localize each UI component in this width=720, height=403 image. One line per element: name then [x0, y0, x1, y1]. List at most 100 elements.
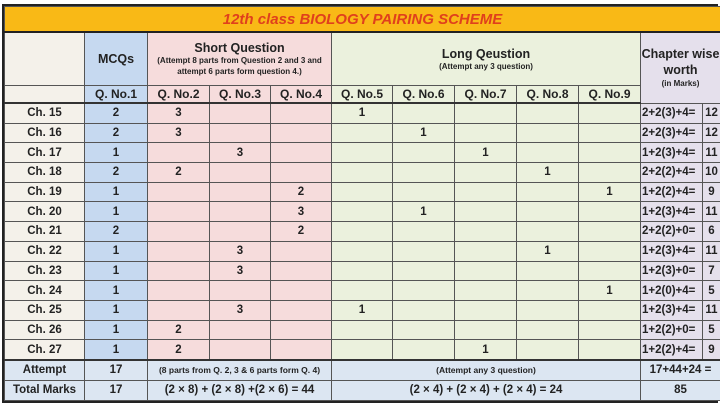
- question-cell: [517, 261, 579, 281]
- question-cell: [393, 261, 455, 281]
- question-cell: [332, 241, 393, 261]
- question-cell: [393, 340, 455, 360]
- total_marks-row: Total Marks 17 (2 × 8) + (2 × 8) +(2 × 6…: [5, 380, 720, 400]
- question-cell: [210, 103, 271, 123]
- question-cell: [393, 143, 455, 163]
- worth-total: 7: [703, 261, 720, 281]
- question-cell: 2: [148, 340, 210, 360]
- question-header-2: Q. No.2: [148, 86, 210, 104]
- question-header-7: Q. No.7: [455, 86, 517, 104]
- question-cell: [210, 123, 271, 143]
- short-question-header: Short Question (Attempt 8 parts from Que…: [148, 32, 332, 86]
- chapter-label: Ch. 16: [5, 123, 85, 143]
- question-cell: [455, 300, 517, 320]
- question-cell: 3: [210, 143, 271, 163]
- question-cell: 1: [393, 123, 455, 143]
- question-cell: [393, 281, 455, 301]
- question-cell: [455, 103, 517, 123]
- question-header-8: Q. No.8: [517, 86, 579, 104]
- question-cell: [271, 163, 332, 183]
- question-cell: [148, 202, 210, 222]
- question-cell: [332, 202, 393, 222]
- question-cell: 2: [85, 163, 148, 183]
- chapter-label: Ch. 18: [5, 163, 85, 183]
- chapter-label: Ch. 26: [5, 320, 85, 340]
- worth-total: 5: [703, 281, 720, 301]
- question-cell: [579, 222, 641, 242]
- worth-total: 5: [703, 320, 720, 340]
- question-cell: [579, 300, 641, 320]
- question-cell: [393, 103, 455, 123]
- question-cell: [210, 182, 271, 202]
- chapter-worth-header: Chapter wise worth (in Marks): [641, 32, 720, 103]
- question-cell: [579, 103, 641, 123]
- question-cell: [579, 320, 641, 340]
- chapter-label: Ch. 19: [5, 182, 85, 202]
- question-cell: [332, 123, 393, 143]
- worth-formula: 1+2(0)+4=: [641, 281, 703, 301]
- chapter-label: Ch. 23: [5, 261, 85, 281]
- question-cell: 1: [579, 281, 641, 301]
- worth-total: 12: [703, 123, 720, 143]
- worth-formula: 1+2(2)+4=: [641, 182, 703, 202]
- question-cell: [393, 182, 455, 202]
- question-cell: [455, 241, 517, 261]
- question-cell: 2: [271, 182, 332, 202]
- question-cell: 1: [455, 143, 517, 163]
- question-cell: [517, 182, 579, 202]
- total_marks-long: (2 × 4) + (2 × 4) + (2 × 4) = 24: [332, 380, 641, 400]
- question-cell: [210, 222, 271, 242]
- long-question-header: Long Qeustion (Attempt any 3 question): [332, 32, 641, 86]
- question-cell: [579, 261, 641, 281]
- worth-formula: 1+2(3)+4=: [641, 241, 703, 261]
- attempt-worth: 17+44+24 =: [641, 360, 720, 381]
- question-cell: [455, 182, 517, 202]
- question-cell: [271, 241, 332, 261]
- question-cell: 3: [210, 241, 271, 261]
- question-cell: 1: [85, 340, 148, 360]
- worth-formula: 1+2(3)+4=: [641, 202, 703, 222]
- question-cell: [332, 163, 393, 183]
- pairing-scheme-table: 12th class BIOLOGY PAIRING SCHEME MCQs S…: [2, 4, 718, 403]
- question-cell: [393, 222, 455, 242]
- question-cell: 1: [85, 241, 148, 261]
- question-header-9: Q. No.9: [579, 86, 641, 104]
- question-cell: [517, 143, 579, 163]
- mcqs-header: MCQs: [85, 32, 148, 86]
- question-cell: 2: [148, 320, 210, 340]
- question-header-6: Q. No.6: [393, 86, 455, 104]
- question-cell: 3: [148, 123, 210, 143]
- question-cell: [148, 281, 210, 301]
- attempt-short: (8 parts from Q. 2, 3 & 6 parts form Q. …: [148, 360, 332, 381]
- question-cell: [579, 241, 641, 261]
- question-cell: [332, 320, 393, 340]
- question-cell: 1: [85, 281, 148, 301]
- worth-formula: 1+2(2)+0=: [641, 320, 703, 340]
- chapter-label: Ch. 15: [5, 103, 85, 123]
- question-cell: [148, 182, 210, 202]
- question-cell: [148, 222, 210, 242]
- question-cell: [517, 103, 579, 123]
- question-cell: [210, 202, 271, 222]
- question-header-5: Q. No.5: [332, 86, 393, 104]
- question-cell: 1: [85, 182, 148, 202]
- worth-formula: 2+2(2)+0=: [641, 222, 703, 242]
- question-cell: [271, 281, 332, 301]
- total_marks-short: (2 × 8) + (2 × 8) +(2 × 6) = 44: [148, 380, 332, 400]
- worth-formula: 2+2(2)+4=: [641, 163, 703, 183]
- question-cell: [393, 300, 455, 320]
- question-cell: [271, 300, 332, 320]
- total_marks-mcq: 17: [85, 380, 148, 400]
- question-cell: [579, 202, 641, 222]
- question-cell: 1: [517, 241, 579, 261]
- question-cell: [271, 320, 332, 340]
- question-cell: [455, 281, 517, 301]
- question-cell: 2: [85, 123, 148, 143]
- question-cell: [455, 222, 517, 242]
